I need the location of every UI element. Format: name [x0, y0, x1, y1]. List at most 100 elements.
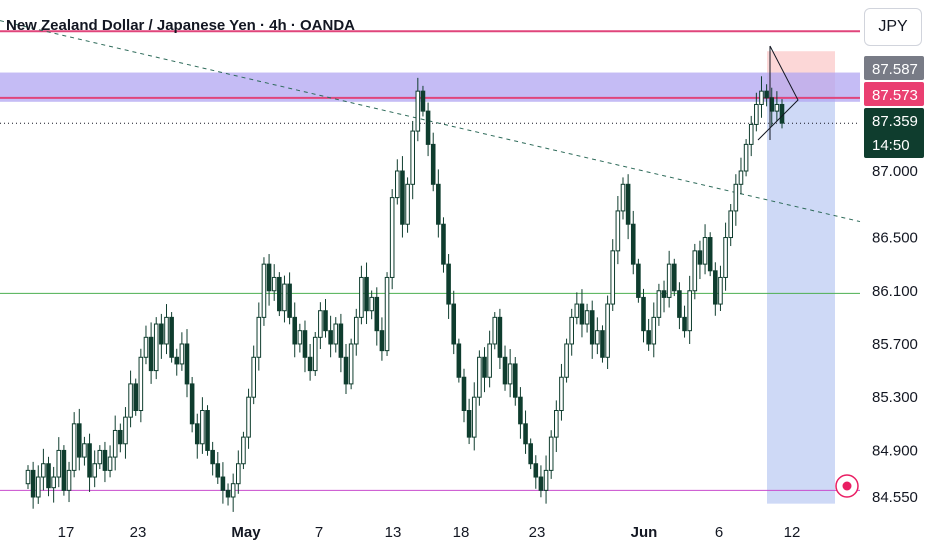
candle-body: [610, 250, 616, 305]
candle-body: [389, 197, 395, 278]
candle-body: [651, 316, 657, 345]
candle-body: [487, 343, 492, 378]
candle-body: [759, 90, 764, 105]
take-profit-zone: [767, 96, 835, 504]
x-tick-label: 23: [529, 524, 546, 541]
candle-body: [133, 383, 139, 412]
candle-body: [620, 183, 626, 212]
candle-body: [754, 103, 759, 125]
axes-group: 87.000 86.500 86.100 85.700 85.300 84.900 84.5…: [58, 163, 918, 541]
candle-body: [328, 330, 333, 345]
candle-body: [353, 316, 359, 345]
candle-body: [559, 376, 564, 412]
candle-body: [256, 316, 262, 358]
candle-body: [194, 423, 200, 445]
y-tick-label: 87.000: [872, 163, 918, 180]
candle-body: [595, 330, 600, 345]
candle-body: [579, 303, 585, 325]
candle-body: [400, 170, 405, 225]
candle-body: [497, 316, 503, 358]
candle-body: [451, 303, 457, 345]
candle-body: [25, 469, 31, 485]
candle-body: [636, 263, 641, 298]
candle-body: [266, 263, 272, 292]
candle-body: [456, 343, 462, 378]
candle-body: [297, 330, 303, 345]
candle-body: [646, 330, 651, 345]
record-icon[interactable]: [835, 474, 859, 498]
candle-body: [410, 130, 415, 185]
candle-body: [605, 303, 610, 358]
candle-body: [179, 343, 185, 365]
price-tag: [864, 108, 924, 158]
candle-body: [138, 356, 144, 412]
candle-body: [374, 296, 380, 332]
candle-body: [492, 316, 498, 345]
candle-body: [123, 416, 128, 445]
candle-body: [471, 396, 477, 438]
candle-body: [159, 323, 164, 345]
x-tick-label: 23: [130, 524, 147, 541]
candle-body: [702, 237, 708, 265]
chart-title: New Zealand Dollar / Japanese Yen · 4h ·…: [6, 17, 355, 34]
candle-body: [323, 310, 328, 332]
candle-body: [574, 303, 580, 318]
y-tick-label: 86.500: [872, 230, 918, 247]
candle-body: [348, 343, 354, 385]
candle-body: [66, 469, 72, 491]
candle-body: [779, 103, 785, 124]
candle-body: [425, 110, 431, 145]
candle-body: [174, 356, 180, 365]
candle-body: [538, 476, 544, 491]
candle-body: [764, 90, 769, 99]
candle-body: [92, 463, 97, 478]
x-tick-label: 12: [784, 524, 801, 541]
candle-body: [292, 316, 298, 345]
candle-body: [743, 143, 749, 172]
candle-body: [728, 210, 734, 239]
candle-body: [307, 356, 313, 372]
candle-body: [143, 336, 149, 358]
candle-body: [625, 183, 631, 225]
price-tag: [864, 56, 924, 80]
x-tick-label: 6: [715, 524, 723, 541]
candle-body: [225, 489, 231, 498]
currency-button[interactable]: JPY: [864, 8, 922, 46]
y-tick-label: 85.700: [872, 336, 918, 353]
candle-body: [241, 436, 246, 465]
candle-body: [666, 263, 672, 298]
candle-body: [600, 330, 605, 358]
candle-body: [184, 343, 190, 385]
candle-body: [30, 469, 36, 498]
candle-body: [200, 410, 205, 445]
candle-body: [738, 170, 744, 185]
x-tick-label: 17: [58, 524, 75, 541]
candle-body: [51, 476, 56, 489]
candle-body: [384, 276, 390, 352]
candle-body: [523, 423, 528, 445]
x-tick-label: May: [231, 524, 261, 541]
x-tick-label: Jun: [631, 524, 658, 541]
candle-body: [461, 376, 467, 412]
candle-body: [718, 276, 723, 305]
candle-body: [189, 383, 195, 425]
candle-body: [548, 436, 554, 471]
candle-body: [589, 310, 595, 345]
price-tag: [864, 82, 924, 106]
candle-body: [774, 103, 780, 112]
candle-body: [148, 336, 154, 372]
candle-body: [271, 276, 277, 292]
candle-body: [641, 296, 646, 332]
candle-body: [615, 210, 621, 252]
candle-body: [543, 469, 549, 491]
candle-body: [554, 410, 559, 438]
candle-body: [692, 250, 698, 292]
triangle-pattern: [757, 45, 799, 141]
candle-body: [682, 316, 687, 332]
candle-body: [687, 290, 692, 332]
candle-body: [102, 449, 108, 471]
candle-body: [282, 283, 287, 312]
candle-body: [220, 476, 226, 491]
candle-body: [436, 183, 441, 225]
